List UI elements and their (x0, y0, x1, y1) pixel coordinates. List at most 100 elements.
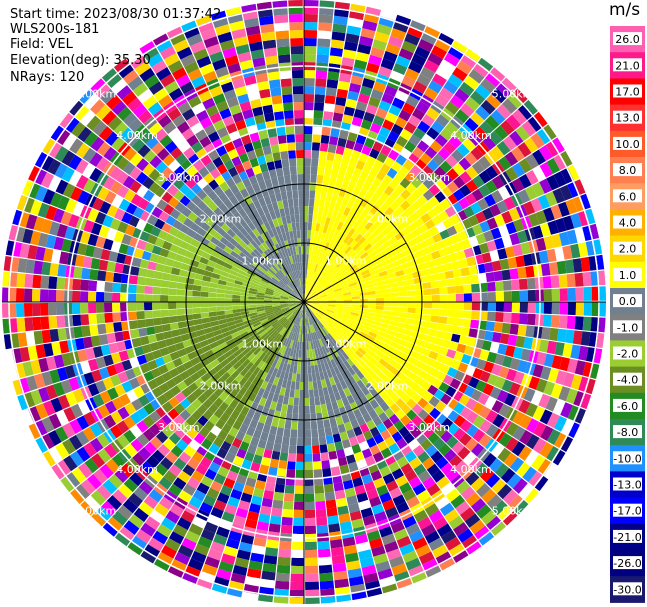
velocity-gate (540, 366, 552, 381)
velocity-gate (333, 228, 340, 238)
velocity-gate (507, 92, 524, 109)
velocity-gate (513, 218, 525, 232)
velocity-gate (395, 269, 405, 277)
velocity-gate (275, 572, 290, 582)
velocity-gate (404, 141, 417, 153)
velocity-gate (271, 450, 281, 460)
velocity-gate (304, 213, 309, 223)
velocity-gate (263, 555, 278, 565)
velocity-gate (367, 290, 376, 296)
velocity-gate (88, 280, 98, 292)
velocity-gate (366, 349, 376, 358)
velocity-gate (546, 158, 561, 174)
velocity-gate (370, 47, 385, 59)
velocity-gate (400, 403, 412, 415)
velocity-gate (373, 218, 383, 229)
velocity-gate (498, 224, 510, 237)
velocity-gate (96, 302, 105, 313)
velocity-gate (463, 247, 474, 258)
velocity-gate (288, 445, 297, 454)
velocity-gate (559, 288, 568, 301)
velocity-gate (104, 281, 113, 292)
velocity-gate (507, 334, 518, 347)
velocity-gate (414, 46, 431, 60)
velocity-gate (489, 341, 500, 353)
velocity-gate (577, 242, 589, 258)
velocity-gate (398, 166, 410, 178)
velocity-gate (341, 155, 351, 165)
velocity-gate (338, 334, 346, 342)
velocity-gate (393, 216, 404, 227)
velocity-gate (466, 410, 479, 424)
velocity-gate (16, 303, 25, 318)
velocity-gate (105, 322, 115, 334)
velocity-gate (348, 82, 362, 94)
velocity-gate (334, 258, 342, 267)
velocity-gate (439, 198, 452, 210)
velocity-gate (353, 256, 363, 265)
velocity-gate (113, 322, 123, 332)
velocity-gate (332, 268, 340, 276)
velocity-gate (457, 362, 469, 373)
velocity-gate (416, 101, 430, 114)
velocity-gate (532, 225, 544, 239)
velocity-gate (382, 314, 391, 320)
velocity-gate (2, 287, 9, 302)
velocity-gate (411, 366, 422, 376)
velocity-gate (329, 245, 336, 254)
velocity-gate (298, 349, 302, 358)
velocity-gate (152, 310, 161, 318)
velocity-gate (469, 111, 485, 126)
velocity-gate (318, 266, 324, 275)
velocity-gate (304, 197, 309, 207)
velocity-gate (431, 250, 441, 260)
velocity-gate (319, 294, 328, 298)
velocity-gate (539, 409, 553, 425)
velocity-gate (32, 316, 42, 331)
velocity-gate (344, 41, 358, 52)
velocity-gate (349, 192, 359, 202)
velocity-gate (510, 279, 520, 291)
velocity-gate (256, 302, 265, 305)
velocity-gate (439, 309, 448, 317)
velocity-gate (368, 224, 378, 234)
velocity-gate (509, 130, 524, 146)
velocity-gate (273, 443, 282, 453)
velocity-gate (465, 166, 479, 180)
velocity-gate (596, 332, 605, 348)
velocity-gate (420, 380, 432, 391)
velocity-gate (342, 114, 353, 125)
velocity-gate (442, 374, 454, 386)
velocity-gate (521, 120, 537, 137)
velocity-gate (517, 189, 531, 204)
velocity-gate (410, 20, 426, 32)
velocity-gate (403, 216, 414, 227)
velocity-gate (345, 33, 360, 44)
velocity-gate (323, 283, 331, 289)
velocity-gate (305, 549, 318, 558)
velocity-gate (144, 285, 153, 294)
velocity-gate (405, 95, 420, 108)
velocity-gate (306, 286, 310, 295)
velocity-gate (491, 478, 507, 494)
velocity-gate (463, 293, 472, 302)
velocity-gate (363, 321, 373, 328)
velocity-gate (490, 67, 506, 82)
velocity-gate (308, 289, 314, 296)
velocity-gate (481, 340, 492, 351)
velocity-gate (449, 214, 461, 226)
velocity-gate (421, 133, 435, 147)
velocity-gate (360, 28, 376, 39)
velocity-gate (502, 355, 513, 368)
velocity-gate (308, 206, 314, 215)
velocity-gate (403, 377, 414, 388)
velocity-gate (419, 152, 432, 165)
velocity-gate (240, 295, 249, 300)
velocity-gate (384, 263, 394, 271)
velocity-gate (324, 312, 333, 318)
velocity-gate (177, 321, 187, 329)
velocity-gate (332, 256, 340, 265)
velocity-gate (360, 208, 370, 218)
velocity-gate (362, 20, 378, 32)
velocity-gate (452, 325, 462, 335)
